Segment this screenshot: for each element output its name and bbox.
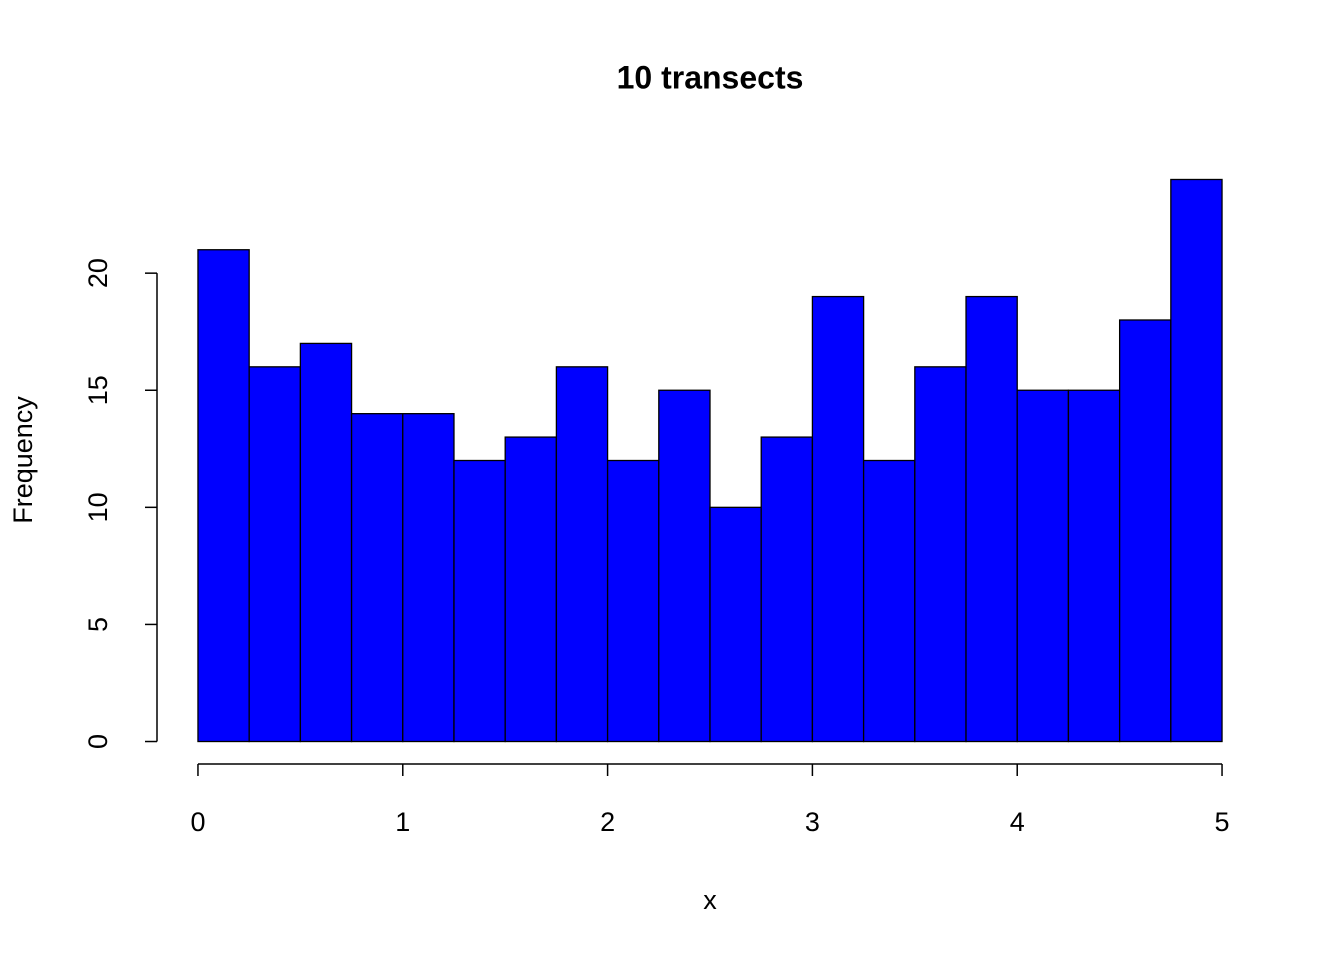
x-axis-label: x <box>703 885 717 915</box>
bar <box>299 342 353 743</box>
bar <box>1016 389 1070 743</box>
bar <box>1118 319 1172 743</box>
bar <box>760 436 814 743</box>
x-tick-label: 3 <box>805 807 820 837</box>
bar <box>709 506 762 743</box>
y-tick-label: 20 <box>83 258 113 288</box>
bar <box>555 366 609 743</box>
x-tick-label: 2 <box>600 807 615 837</box>
x-tick-label: 5 <box>1215 807 1230 837</box>
bar <box>504 436 558 743</box>
bar <box>811 295 865 743</box>
x-tick-label: 0 <box>190 807 205 837</box>
bar <box>1067 389 1121 743</box>
y-tick-label: 0 <box>83 734 113 749</box>
y-tick-label: 5 <box>83 617 113 632</box>
y-tick-label: 15 <box>83 375 113 405</box>
bar <box>914 366 967 743</box>
bar <box>658 389 711 743</box>
bar <box>402 413 455 743</box>
y-tick-label: 10 <box>83 492 113 522</box>
y-axis-label: Frequency <box>8 396 38 524</box>
bar <box>862 459 916 743</box>
bar <box>197 249 250 743</box>
chart-title: 10 transects <box>617 59 804 95</box>
x-tick-label: 1 <box>395 807 410 837</box>
bar <box>1170 178 1223 743</box>
bar <box>965 295 1018 743</box>
bar <box>248 366 302 743</box>
bar <box>606 459 660 743</box>
x-tick-label: 4 <box>1010 807 1025 837</box>
bar <box>350 413 404 743</box>
bar <box>453 459 506 743</box>
